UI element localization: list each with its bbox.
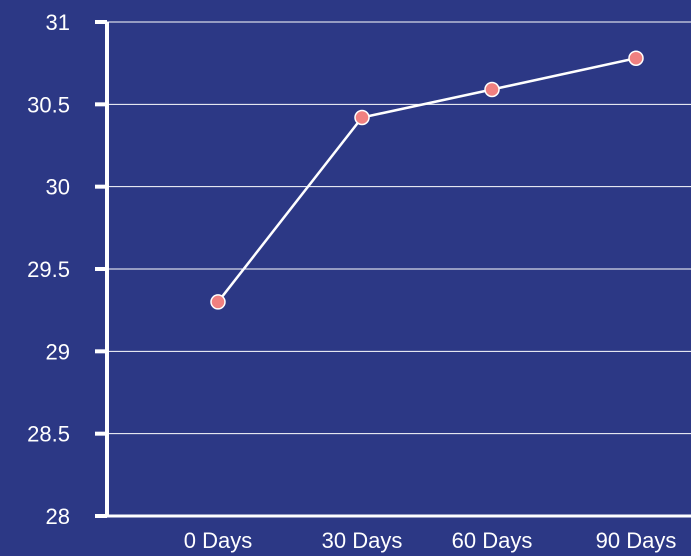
y-tick-label-5: 30.5 [27,92,70,117]
y-tick-label-2: 29 [46,339,70,364]
series-line-0 [217,57,637,303]
tick-labels: 28 28.5 29 29.5 30 30.5 31 0 Days 30 Days 60 Days… [27,10,676,553]
data-point-1 [354,109,370,126]
series [210,50,644,310]
y-tick-label-6: 31 [46,10,70,35]
x-tick-label-3: 90 Days [596,528,677,553]
y-tick-label-4: 30 [46,175,70,200]
gridlines [107,21,691,435]
data-point-3 [628,50,644,66]
y-tick-label-0: 28 [46,504,70,529]
data-point-0 [210,294,226,310]
data-point-2 [484,81,500,98]
x-tick-label-1: 30 Days [322,528,403,553]
x-tick-label-2: 60 Days [452,528,533,553]
x-tick-label-0: 0 Days [184,528,252,553]
axes [95,20,691,518]
y-tick-label-3: 29.5 [27,257,70,282]
y-tick-label-1: 28.5 [27,422,70,447]
